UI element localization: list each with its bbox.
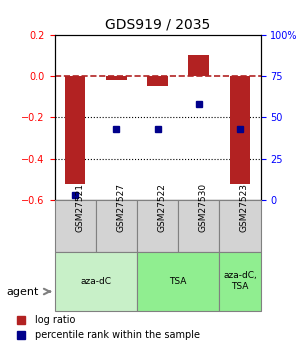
FancyBboxPatch shape	[96, 200, 137, 252]
Text: GSM27521: GSM27521	[75, 183, 84, 233]
Text: GSM27530: GSM27530	[199, 183, 208, 233]
FancyBboxPatch shape	[178, 200, 219, 252]
Text: TSA: TSA	[169, 277, 187, 286]
Bar	[230, 76, 250, 184]
Title: GDS919 / 2035: GDS919 / 2035	[105, 18, 210, 32]
Bar	[65, 76, 85, 184]
FancyBboxPatch shape	[55, 200, 96, 252]
Bar	[106, 76, 127, 80]
FancyBboxPatch shape	[219, 252, 261, 310]
FancyBboxPatch shape	[137, 200, 178, 252]
Text: log ratio: log ratio	[35, 315, 75, 325]
FancyBboxPatch shape	[55, 252, 137, 310]
Bar	[147, 76, 168, 86]
Text: aza-dC,
TSA: aza-dC, TSA	[223, 272, 257, 291]
FancyBboxPatch shape	[219, 200, 261, 252]
Text: GSM27522: GSM27522	[158, 184, 167, 232]
Text: GSM27527: GSM27527	[116, 183, 125, 233]
Text: GSM27523: GSM27523	[240, 183, 249, 233]
Text: percentile rank within the sample: percentile rank within the sample	[35, 331, 200, 340]
Bar	[188, 55, 209, 76]
FancyBboxPatch shape	[137, 252, 219, 310]
Text: aza-dC: aza-dC	[80, 277, 111, 286]
Text: agent: agent	[6, 287, 38, 296]
